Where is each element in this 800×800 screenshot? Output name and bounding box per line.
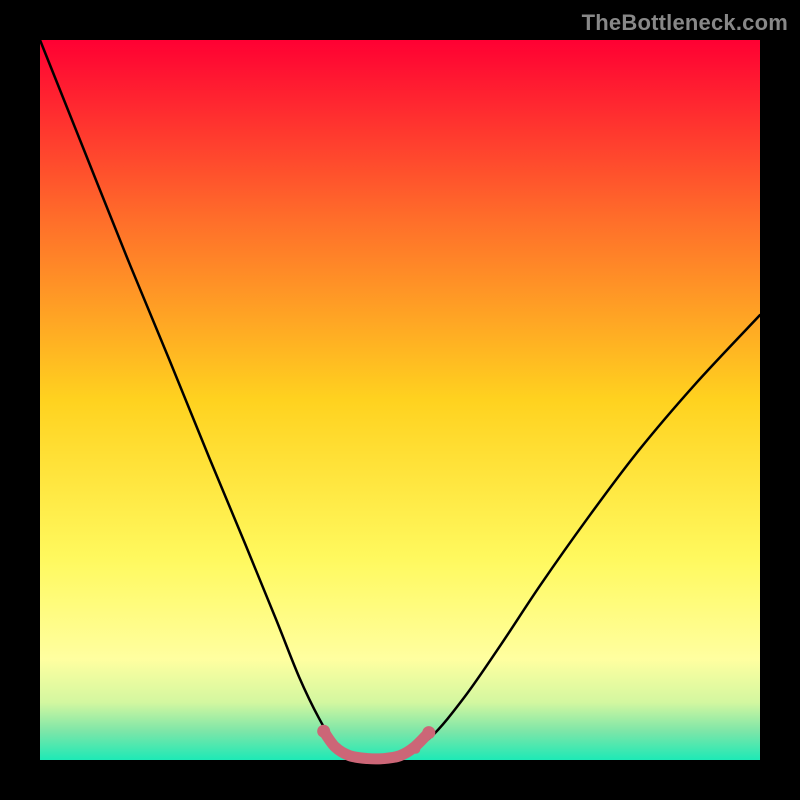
- bottom-dot-1: [392, 753, 401, 762]
- bottom-dot-2: [411, 745, 420, 754]
- plot-background: [40, 40, 760, 760]
- bottom-endcap-1: [422, 726, 435, 739]
- bottom-endcap-0: [317, 725, 330, 738]
- chart-svg: [0, 0, 800, 800]
- watermark-text: TheBottleneck.com: [582, 10, 788, 36]
- chart-root: TheBottleneck.com: [0, 0, 800, 800]
- bottom-dot-0: [365, 753, 374, 762]
